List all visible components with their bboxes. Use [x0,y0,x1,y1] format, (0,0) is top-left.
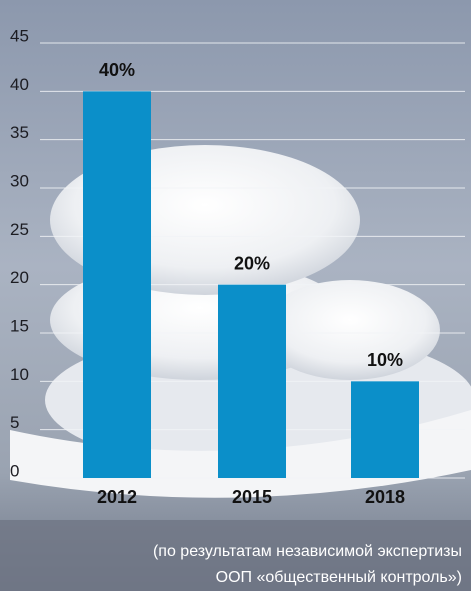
y-tick-label: 0 [10,461,19,480]
value-label: 20% [234,253,270,273]
bar [83,91,151,478]
footnote: ООП «общественный контроль») [216,569,462,586]
bar [351,381,419,478]
x-tick-label: 2015 [232,487,272,507]
y-tick-label: 10 [10,365,29,384]
y-tick-label: 45 [10,26,29,45]
y-tick-label: 35 [10,123,29,142]
bar [218,284,286,478]
value-label: 40% [99,60,135,80]
x-tick-label: 2018 [365,487,405,507]
value-label: 10% [367,350,403,370]
y-tick-label: 20 [10,268,29,287]
x-tick-label: 2012 [97,487,137,507]
y-tick-label: 30 [10,171,29,190]
y-tick-label: 15 [10,316,29,335]
y-tick-label: 40 [10,75,29,94]
y-tick-label: 25 [10,220,29,239]
y-tick-label: 5 [10,413,19,432]
footnote: (по результатам независимой экспертизы [153,543,462,560]
